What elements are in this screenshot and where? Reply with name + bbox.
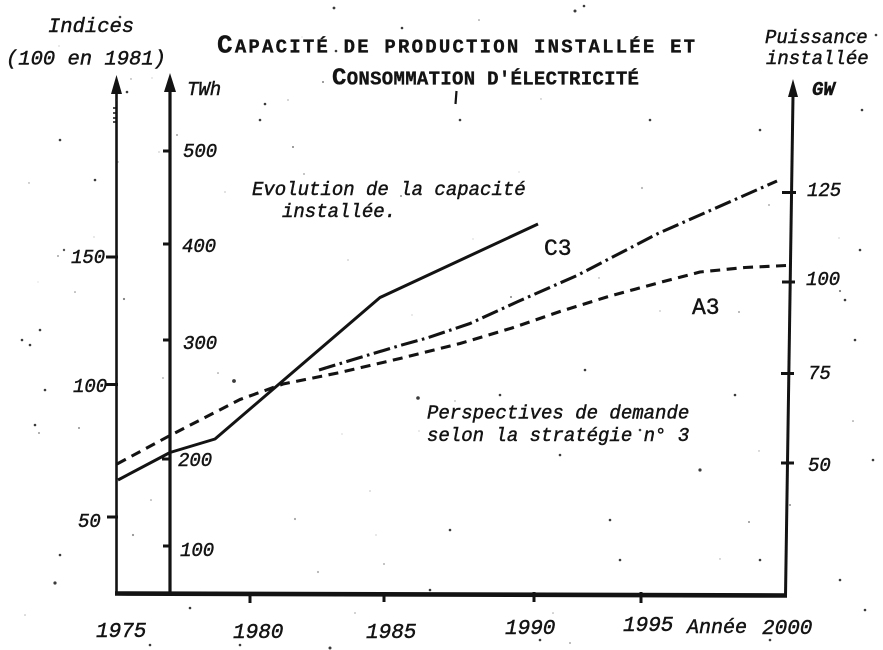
svg-text:1985: 1985 <box>366 622 417 645</box>
svg-text:125: 125 <box>807 180 841 202</box>
svg-text:installée: installée <box>766 48 869 70</box>
svg-text:2000: 2000 <box>762 618 812 641</box>
svg-text:Perspectives de demande: Perspectives de demande <box>427 403 689 425</box>
svg-text:1995: 1995 <box>623 615 674 638</box>
svg-text:100: 100 <box>73 376 107 398</box>
svg-text:C3: C3 <box>544 236 572 262</box>
svg-text:Evolution de la capacité: Evolution de la capacité <box>252 179 526 201</box>
svg-text:150: 150 <box>71 247 105 269</box>
svg-text:300: 300 <box>183 333 217 355</box>
svg-text:400: 400 <box>182 236 216 258</box>
svg-text:1990: 1990 <box>505 618 555 641</box>
svg-text:GW: GW <box>812 79 836 101</box>
svg-text:TWh: TWh <box>187 79 221 101</box>
svg-text:(100 en 1981): (100 en 1981) <box>6 49 166 72</box>
svg-text:selon la stratégie n° 3: selon la stratégie n° 3 <box>427 425 689 447</box>
svg-text:installée.: installée. <box>282 201 396 223</box>
svg-text:50: 50 <box>808 455 831 477</box>
svg-text:75: 75 <box>808 363 831 385</box>
svg-text:CAPACITÉ DE PRODUCTION INSTALL: CAPACITÉ DE PRODUCTION INSTALLÉE ET <box>217 31 697 61</box>
svg-text:200: 200 <box>178 450 212 472</box>
svg-text:100: 100 <box>806 269 840 291</box>
svg-text:Puissance: Puissance <box>765 27 868 49</box>
svg-text:CONSOMMATION D'ÉLECTRICITÉ: CONSOMMATION D'ÉLECTRICITÉ <box>332 66 639 93</box>
svg-text:Année: Année <box>685 617 747 640</box>
svg-text:50: 50 <box>78 511 101 533</box>
svg-text:1975: 1975 <box>96 621 147 644</box>
svg-text:1980: 1980 <box>233 622 283 645</box>
svg-text:A3: A3 <box>692 295 720 321</box>
svg-text:100: 100 <box>180 540 214 562</box>
svg-text:Indices: Indices <box>48 16 134 39</box>
svg-text:500: 500 <box>183 141 217 163</box>
